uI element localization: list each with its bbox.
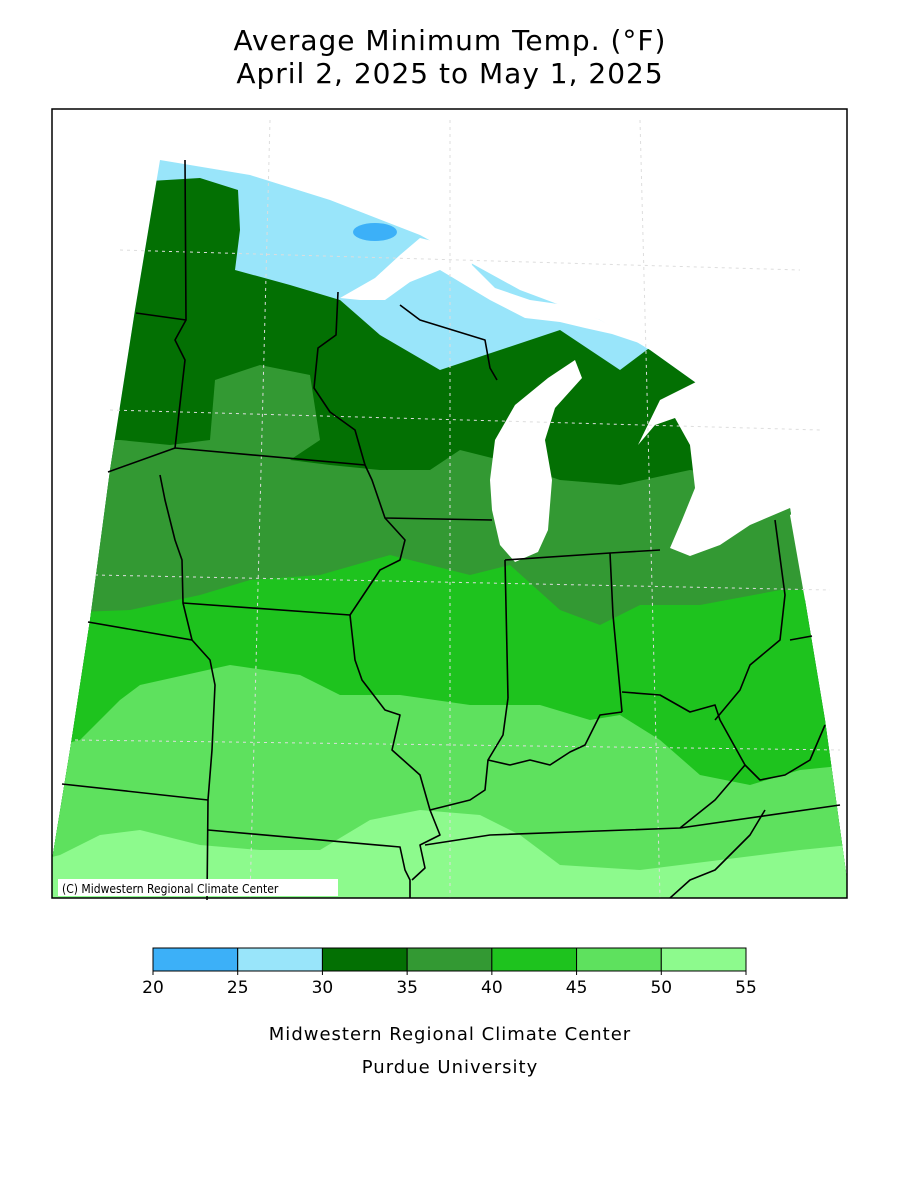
- legend-tick-label: 40: [481, 978, 503, 998]
- legend-tick-label: 35: [396, 978, 418, 998]
- credit-background: [58, 879, 338, 896]
- lake-huron: [638, 380, 800, 556]
- footer-line: Midwestern Regional Climate Center: [269, 1024, 631, 1045]
- legend-swatch: [406, 947, 493, 972]
- legend-tick-label: 20: [142, 978, 164, 998]
- legend-swatch: [576, 947, 662, 972]
- legend-tick-label: 55: [735, 978, 757, 998]
- legend-tick-label: 30: [312, 978, 334, 998]
- legend-swatch: [237, 947, 323, 972]
- legend-swatch: [321, 947, 408, 972]
- lake-michigan: [490, 360, 582, 562]
- legend-swatch: [491, 947, 578, 972]
- legend-tick-label: 45: [566, 978, 588, 998]
- grid: [74, 119, 841, 899]
- map-credit: (C) Midwestern Regional Climate Center: [62, 882, 279, 896]
- temperature-zone: [52, 665, 847, 898]
- title-line: April 2, 2025 to May 1, 2025: [236, 57, 663, 90]
- legend: 20 25 30 35 40 45 50 55: [142, 947, 757, 998]
- state-borders: [61, 159, 841, 901]
- lakes: [340, 238, 860, 600]
- legend-swatch: [660, 947, 747, 972]
- legend-tick-label: 25: [227, 978, 249, 998]
- map-frame: [51, 108, 848, 899]
- legend-swatch: [152, 947, 239, 972]
- lake-superior: [340, 238, 645, 345]
- temperature-zone: [353, 223, 397, 241]
- title-line: Average Minimum Temp. (°F): [234, 24, 667, 57]
- lake-erie: [790, 480, 860, 600]
- legend-tick-label: 50: [650, 978, 672, 998]
- footer-line: Purdue University: [362, 1057, 538, 1078]
